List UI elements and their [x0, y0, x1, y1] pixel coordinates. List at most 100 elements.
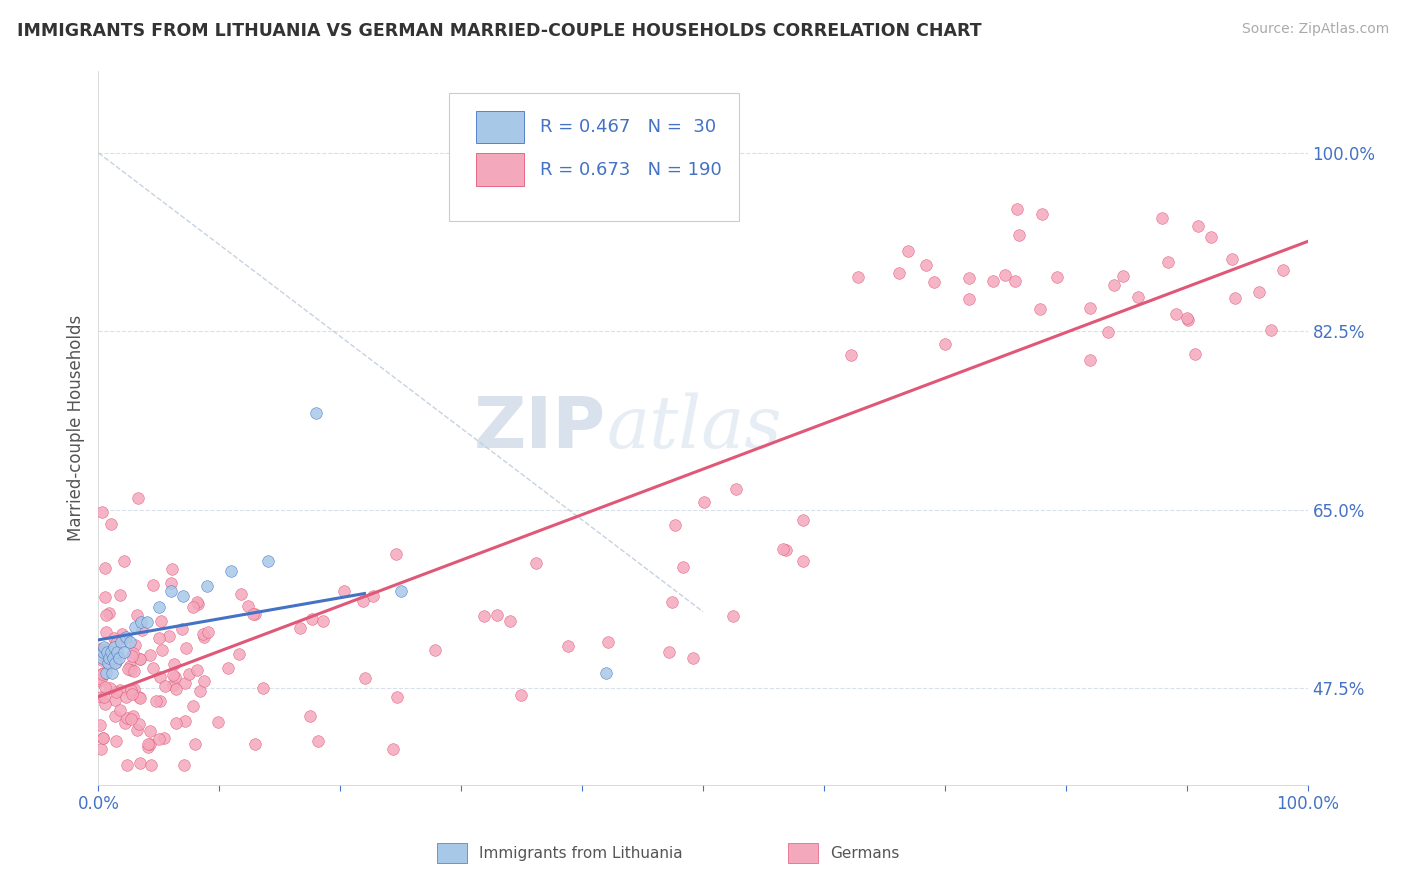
- Point: [162, 657, 184, 671]
- Point: [846, 270, 869, 285]
- Point: [957, 293, 980, 307]
- Text: Germans: Germans: [830, 846, 900, 861]
- FancyBboxPatch shape: [787, 844, 818, 863]
- Point: [122, 681, 145, 696]
- Point: [288, 622, 311, 636]
- Point: [127, 723, 149, 737]
- Point: [96, 645, 118, 659]
- Point: [153, 679, 176, 693]
- Point: [354, 671, 377, 685]
- Point: [256, 554, 278, 568]
- Point: [128, 652, 150, 666]
- Point: [181, 600, 204, 615]
- Point: [661, 595, 683, 609]
- Point: [91, 731, 114, 746]
- Point: [188, 684, 211, 698]
- Point: [1112, 268, 1135, 283]
- Point: [1223, 291, 1246, 305]
- Point: [96, 648, 118, 663]
- Point: [1187, 219, 1209, 233]
- Point: [142, 578, 165, 592]
- Point: [122, 664, 145, 678]
- Point: [91, 665, 114, 680]
- Point: [112, 554, 135, 568]
- Point: [97, 606, 120, 620]
- Point: [94, 590, 117, 604]
- Point: [1029, 301, 1052, 316]
- Point: [103, 632, 125, 646]
- Point: [148, 632, 170, 646]
- Point: [228, 648, 250, 662]
- Point: [1177, 313, 1199, 327]
- Point: [105, 636, 128, 650]
- Point: [96, 654, 118, 668]
- Point: [721, 608, 744, 623]
- Point: [103, 640, 125, 655]
- Point: [93, 690, 115, 704]
- Point: [125, 607, 148, 622]
- Point: [104, 693, 127, 707]
- Point: [117, 661, 139, 675]
- Point: [472, 608, 495, 623]
- Point: [90, 742, 112, 756]
- Point: [914, 258, 936, 272]
- Point: [162, 562, 184, 576]
- Point: [105, 655, 128, 669]
- Point: [1046, 270, 1069, 285]
- Point: [94, 561, 117, 575]
- Point: [136, 739, 159, 754]
- Point: [101, 648, 124, 663]
- Point: [103, 651, 125, 665]
- Y-axis label: Married-couple Households: Married-couple Households: [66, 315, 84, 541]
- Point: [89, 641, 111, 656]
- Point: [124, 620, 146, 634]
- Point: [110, 702, 132, 716]
- Point: [187, 597, 209, 611]
- Point: [485, 608, 508, 623]
- Point: [510, 688, 533, 702]
- Point: [91, 645, 114, 659]
- Point: [138, 648, 160, 663]
- Point: [148, 731, 170, 746]
- Point: [128, 652, 150, 666]
- Text: Immigrants from Lithuania: Immigrants from Lithuania: [479, 846, 683, 861]
- Point: [98, 650, 121, 665]
- FancyBboxPatch shape: [437, 844, 467, 863]
- Point: [1078, 301, 1101, 316]
- Point: [90, 653, 112, 667]
- Point: [131, 624, 153, 638]
- Point: [184, 738, 207, 752]
- Point: [897, 244, 920, 259]
- Point: [110, 635, 132, 649]
- Point: [1031, 207, 1053, 221]
- Point: [994, 268, 1017, 282]
- Point: [352, 594, 374, 608]
- Point: [122, 646, 145, 660]
- Point: [423, 643, 446, 657]
- Point: [101, 650, 124, 665]
- Point: [1175, 310, 1198, 325]
- Point: [111, 626, 134, 640]
- Point: [93, 640, 115, 655]
- Point: [957, 271, 980, 285]
- Point: [692, 495, 714, 509]
- Point: [100, 516, 122, 531]
- Point: [142, 660, 165, 674]
- Point: [1272, 262, 1295, 277]
- Point: [934, 337, 956, 351]
- Point: [90, 669, 112, 683]
- Point: [792, 554, 814, 568]
- Point: [173, 757, 195, 772]
- Point: [93, 680, 115, 694]
- Point: [186, 663, 208, 677]
- Point: [120, 712, 142, 726]
- Point: [111, 632, 134, 646]
- Point: [197, 625, 219, 640]
- Point: [148, 599, 170, 614]
- Point: [217, 661, 239, 675]
- Point: [243, 607, 266, 622]
- Point: [1007, 202, 1029, 216]
- Point: [1152, 211, 1174, 225]
- Point: [307, 734, 329, 748]
- Point: [128, 690, 150, 704]
